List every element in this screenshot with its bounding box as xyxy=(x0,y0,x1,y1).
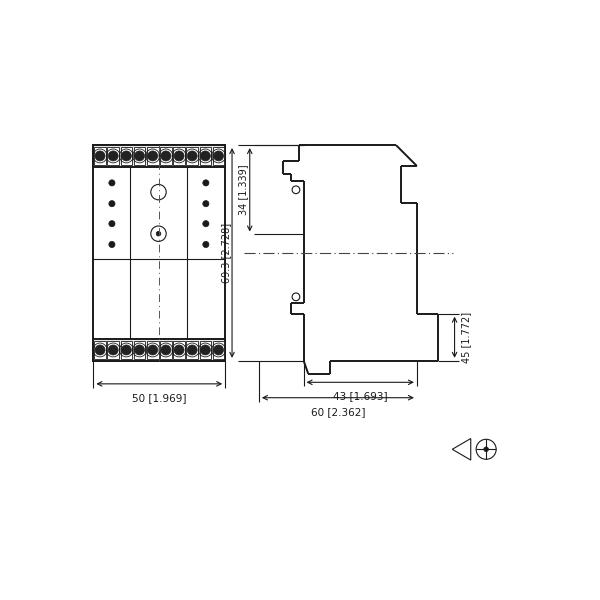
Bar xyxy=(94,146,106,165)
Bar xyxy=(94,145,225,167)
Circle shape xyxy=(148,151,158,161)
Circle shape xyxy=(200,151,211,161)
Bar xyxy=(94,145,225,361)
Text: 34 [1.339]: 34 [1.339] xyxy=(239,164,248,215)
Bar xyxy=(107,341,119,359)
Circle shape xyxy=(134,345,145,355)
Circle shape xyxy=(121,345,131,355)
Text: 43 [1.693]: 43 [1.693] xyxy=(333,392,388,401)
Circle shape xyxy=(95,151,105,161)
Bar xyxy=(213,146,224,165)
Text: 69.3 [2.728]: 69.3 [2.728] xyxy=(221,223,231,283)
Circle shape xyxy=(109,200,115,207)
Text: 60 [2.362]: 60 [2.362] xyxy=(311,407,365,417)
Bar xyxy=(187,146,198,165)
Bar xyxy=(134,146,145,165)
Text: 45 [1.772]: 45 [1.772] xyxy=(461,312,471,363)
Bar xyxy=(107,146,119,165)
Circle shape xyxy=(109,241,115,248)
Bar xyxy=(200,341,211,359)
Bar xyxy=(160,341,172,359)
Circle shape xyxy=(214,151,224,161)
Bar xyxy=(173,146,185,165)
Circle shape xyxy=(203,221,209,227)
Circle shape xyxy=(214,345,224,355)
Circle shape xyxy=(174,345,184,355)
Bar xyxy=(94,339,225,361)
Bar xyxy=(187,341,198,359)
Circle shape xyxy=(108,151,118,161)
Circle shape xyxy=(187,151,197,161)
Bar xyxy=(147,341,158,359)
Circle shape xyxy=(203,241,209,248)
Circle shape xyxy=(203,180,209,186)
Text: 50 [1.969]: 50 [1.969] xyxy=(132,393,187,403)
Circle shape xyxy=(121,151,131,161)
Circle shape xyxy=(108,345,118,355)
Circle shape xyxy=(148,345,158,355)
Circle shape xyxy=(156,232,161,236)
Circle shape xyxy=(95,345,105,355)
Circle shape xyxy=(161,345,171,355)
Bar xyxy=(213,341,224,359)
Bar xyxy=(134,341,145,359)
Circle shape xyxy=(187,345,197,355)
Bar xyxy=(121,146,132,165)
Circle shape xyxy=(174,151,184,161)
Bar xyxy=(94,341,106,359)
Circle shape xyxy=(161,151,171,161)
Circle shape xyxy=(109,221,115,227)
Bar xyxy=(160,146,172,165)
Circle shape xyxy=(109,180,115,186)
Bar xyxy=(200,146,211,165)
Circle shape xyxy=(200,345,211,355)
Circle shape xyxy=(484,447,488,452)
Bar xyxy=(121,341,132,359)
Bar xyxy=(173,341,185,359)
Circle shape xyxy=(203,200,209,207)
Circle shape xyxy=(134,151,145,161)
Bar xyxy=(147,146,158,165)
